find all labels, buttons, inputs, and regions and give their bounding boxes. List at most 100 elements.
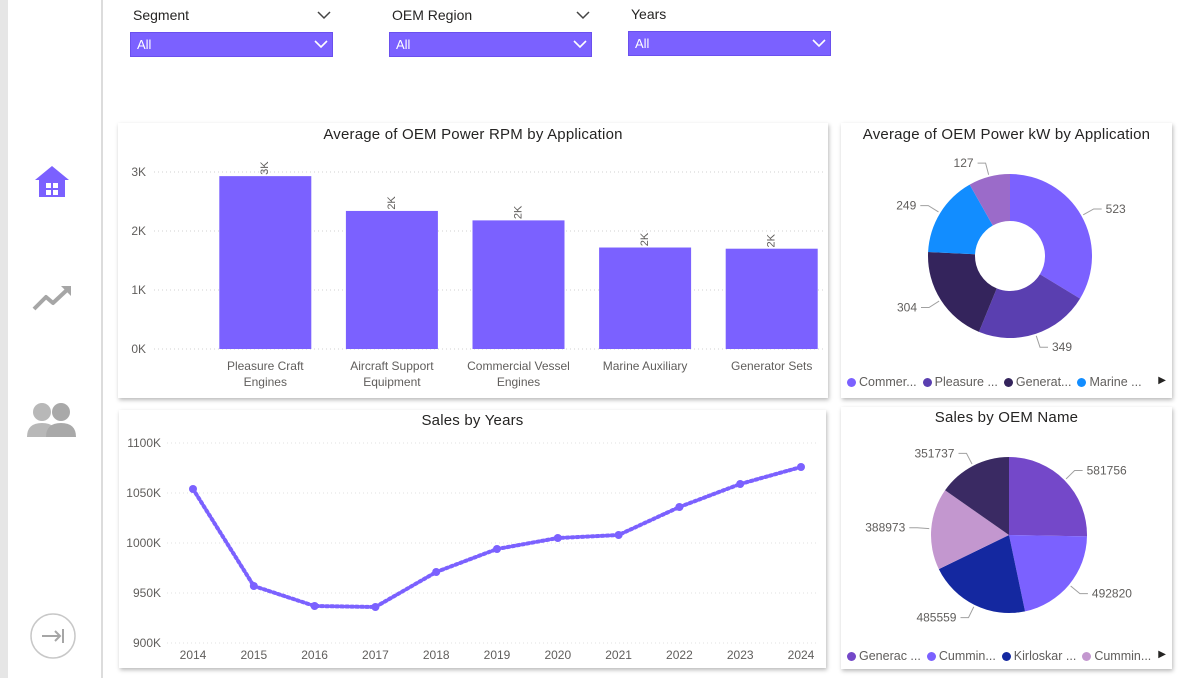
oem-region-slicer: OEM Region All xyxy=(389,5,592,57)
oem-region-label: OEM Region xyxy=(392,7,473,23)
slice xyxy=(969,174,1010,226)
x-tick-label: Engines xyxy=(497,375,540,389)
y-tick-label: 1K xyxy=(131,283,146,297)
y-tick-label: 2K xyxy=(131,224,146,238)
years-dropdown[interactable]: All xyxy=(628,31,831,56)
y-tick-label: 0K xyxy=(131,342,146,356)
oem-region-value: All xyxy=(396,37,411,52)
leader-line xyxy=(920,205,939,213)
oem-region-header[interactable]: OEM Region xyxy=(389,5,592,25)
x-tick-label: 2023 xyxy=(727,648,754,662)
leader-line xyxy=(1082,208,1102,216)
data-point xyxy=(675,503,684,511)
legend-label: Marine ... xyxy=(1089,375,1142,389)
slice xyxy=(928,252,997,332)
bar xyxy=(219,176,312,349)
x-tick-label: 2022 xyxy=(666,648,693,662)
y-tick-label: 1000K xyxy=(126,536,161,550)
legend-item[interactable]: Marine ... xyxy=(1077,375,1142,389)
trend-icon[interactable] xyxy=(30,278,74,318)
slice-label: 388973 xyxy=(865,521,905,535)
data-point xyxy=(797,463,805,471)
slice xyxy=(1009,457,1087,537)
leader-line xyxy=(958,452,973,465)
oem-region-dropdown[interactable]: All xyxy=(389,32,592,57)
oem-pie-chart: 581756 492820 485559 388973 351737 xyxy=(865,446,1132,625)
legend-label: Cummin... xyxy=(1094,649,1152,663)
sales-line-chart: 900K 950K 1000K 1050K 1100K 2014 2015 2016 2017 2… xyxy=(126,436,819,662)
home-icon[interactable] xyxy=(30,160,74,204)
y-tick-label: 900K xyxy=(133,636,161,650)
chevron-down-icon xyxy=(573,40,587,49)
rpm-bar-chart: 0K 1K 2K 3K 3K Pleasure Craft Engines 2K Aircraf… xyxy=(131,161,823,389)
slice xyxy=(945,457,1009,535)
segment-header[interactable]: Segment xyxy=(130,5,333,25)
leader-line xyxy=(1070,585,1088,595)
bar xyxy=(599,247,692,349)
x-tick-label: 2016 xyxy=(301,648,328,662)
rpm-chart-title: Average of OEM Power RPM by Application xyxy=(323,126,623,143)
x-tick-label: 2024 xyxy=(788,648,815,662)
slice-label: 351737 xyxy=(914,446,954,460)
legend-item[interactable]: Cummin... xyxy=(926,649,996,663)
legend-dot xyxy=(1003,377,1013,387)
data-label: 2K xyxy=(512,205,524,219)
kw-legend: Commer... Pleasure ... Generat... Marine ..… xyxy=(847,373,1166,391)
y-tick-label: 950K xyxy=(133,586,161,600)
x-tick-label: 2017 xyxy=(362,648,389,662)
data-point xyxy=(189,485,197,493)
chevron-down-icon xyxy=(314,40,328,49)
segment-value: All xyxy=(137,37,152,52)
legend-item[interactable]: Pleasure ... xyxy=(922,375,998,389)
oem-pie-chart-card[interactable]: Sales by OEM Name 581756 492820 485559 3889… xyxy=(841,407,1172,669)
legend-item[interactable]: Kirloskar ... xyxy=(1001,649,1077,663)
y-tick-label: 1050K xyxy=(126,486,161,500)
legend-item[interactable]: Commer... xyxy=(847,375,917,389)
sales-line-chart-card[interactable]: Sales by Years 900K 950K 1000K 1050K 1100K 20… xyxy=(119,410,826,668)
legend-label: Pleasure ... xyxy=(934,375,998,389)
data-point xyxy=(249,582,258,590)
legend-item[interactable]: Cummin... xyxy=(1082,649,1151,663)
slice-label: 485559 xyxy=(916,611,956,625)
slice xyxy=(1010,174,1092,299)
expand-icon[interactable] xyxy=(29,612,77,660)
x-tick-label: Equipment xyxy=(363,375,421,389)
x-tick-label: 2014 xyxy=(180,648,207,662)
kw-donut-chart-card[interactable]: Average of OEM Power kW by Application 5… xyxy=(841,123,1172,398)
slice xyxy=(978,274,1081,338)
slice-label: 523 xyxy=(1106,202,1126,216)
segment-dropdown[interactable]: All xyxy=(130,32,333,57)
kw-chart-title: Average of OEM Power kW by Application xyxy=(862,126,1151,143)
data-label: 2K xyxy=(766,233,778,247)
legend-label: Generac ... xyxy=(859,649,921,663)
slice xyxy=(931,490,1009,570)
report-canvas: Segment All OEM Region All Years All Ave… xyxy=(103,0,1187,678)
slice xyxy=(938,535,1026,613)
legend-dot xyxy=(1077,377,1087,387)
chevron-down-icon xyxy=(576,10,590,19)
legend-dot xyxy=(1001,651,1011,661)
legend-item[interactable]: Generat... xyxy=(1003,375,1071,389)
slice-label: 349 xyxy=(1052,340,1072,354)
legend-next-icon[interactable]: ▶ xyxy=(1158,649,1166,660)
slice-label: 492820 xyxy=(1092,587,1132,601)
slice-label: 249 xyxy=(896,199,916,213)
leader-line xyxy=(909,527,930,530)
rpm-bar-chart-card[interactable]: Average of OEM Power RPM by Application … xyxy=(118,123,828,398)
legend-next-icon[interactable]: ▶ xyxy=(1158,375,1166,386)
x-tick-label: 2019 xyxy=(484,648,511,662)
slice-label: 304 xyxy=(897,301,917,315)
legend-dot xyxy=(926,651,936,661)
years-value: All xyxy=(635,36,650,51)
slice xyxy=(928,184,993,255)
users-icon[interactable] xyxy=(24,396,80,442)
data-point xyxy=(310,602,319,610)
x-tick-label: 2020 xyxy=(544,648,571,662)
legend-dot xyxy=(847,651,856,661)
bar xyxy=(345,210,438,349)
x-tick-label: Marine Auxiliary xyxy=(603,359,688,373)
legend-item[interactable]: Generac ... xyxy=(847,649,921,663)
data-label: 2K xyxy=(386,196,398,210)
legend-dot xyxy=(922,377,932,387)
legend-label: Kirloskar ... xyxy=(1013,649,1077,663)
